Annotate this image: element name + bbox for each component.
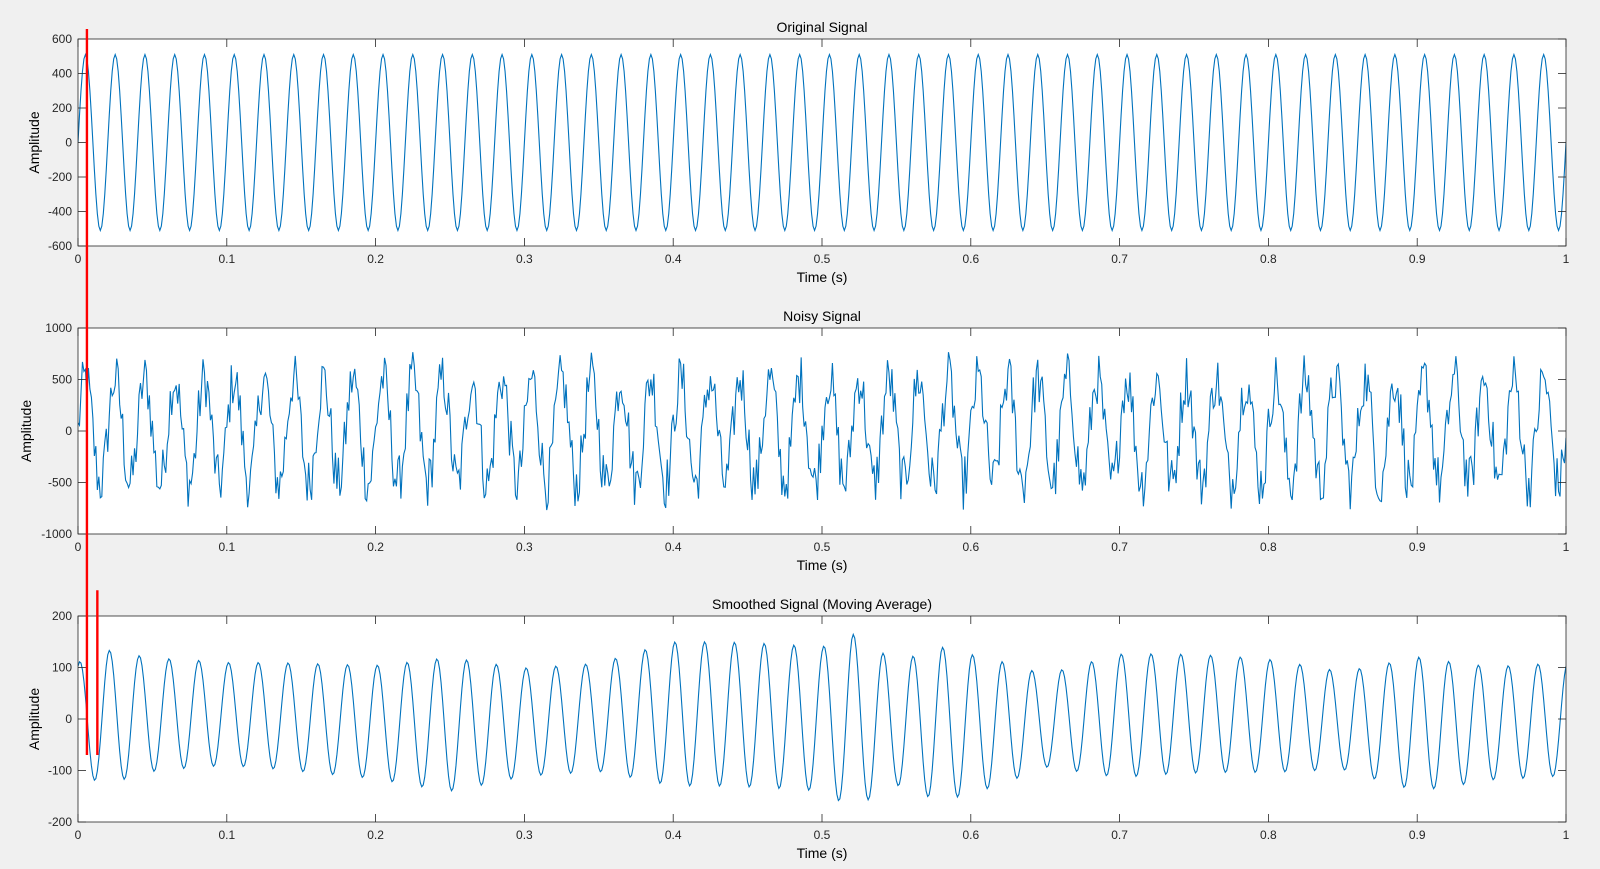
y-tick-label: -1000 — [41, 527, 72, 541]
chart-title: Smoothed Signal (Moving Average) — [712, 596, 932, 612]
x-tick-label: 0.6 — [962, 252, 979, 266]
x-tick-label: 0.7 — [1111, 540, 1128, 554]
y-tick-label: -200 — [48, 170, 72, 184]
y-tick-label: 500 — [52, 373, 72, 387]
x-tick-label: 1 — [1563, 540, 1570, 554]
subplots: 0 0.1 0.2 0.3 0.4 0.5 0.6 0.7 0.8 0.9 1 -600 -400 -20… — [18, 19, 1570, 861]
y-tick-label: 1000 — [45, 321, 72, 335]
x-tick-label: 0.5 — [814, 252, 831, 266]
x-axis-label: Time (s) — [797, 269, 848, 285]
x-tick-label: 0.6 — [962, 828, 979, 842]
x-tick-label: 0 — [75, 828, 82, 842]
series-line-1 — [78, 52, 1566, 233]
y-axis-label: Amplitude — [26, 111, 42, 173]
subplot-2: 0 0.1 0.2 0.3 0.4 0.5 0.6 0.7 0.8 0.9 1 -1000 -500 0 5… — [18, 308, 1570, 573]
y-tick-label: -400 — [48, 205, 72, 219]
x-tick-label: 0.9 — [1409, 252, 1426, 266]
plot-area — [78, 616, 1566, 822]
x-tick-label: 0.9 — [1409, 540, 1426, 554]
x-tick-label: 0.3 — [516, 828, 533, 842]
y-tick-label: 0 — [65, 424, 72, 438]
y-tick-label: 100 — [52, 661, 72, 675]
x-tick-label: 0.5 — [814, 828, 831, 842]
subplot-1: 0 0.1 0.2 0.3 0.4 0.5 0.6 0.7 0.8 0.9 1 -600 -400 -20… — [26, 19, 1570, 285]
x-tick-label: 0.8 — [1260, 828, 1277, 842]
x-axis-label: Time (s) — [797, 557, 848, 573]
y-tick-label: 0 — [65, 136, 72, 150]
chart-title: Noisy Signal — [783, 308, 861, 324]
y-tick-label: -200 — [48, 815, 72, 829]
x-tick-label: 0 — [75, 252, 82, 266]
subplot-3: 0 0.1 0.2 0.3 0.4 0.5 0.6 0.7 0.8 0.9 1 -200 -100 0 10… — [26, 596, 1570, 861]
x-tick-label: 0.7 — [1111, 828, 1128, 842]
series-line-1 — [78, 632, 1566, 802]
x-tick-label: 0.9 — [1409, 828, 1426, 842]
y-tick-label: 400 — [52, 67, 72, 81]
x-tick-label: 0.3 — [516, 252, 533, 266]
y-axis-label: Amplitude — [26, 688, 42, 750]
x-tick-label: 0.2 — [367, 252, 384, 266]
x-axis-label: Time (s) — [797, 845, 848, 861]
x-tick-label: 0 — [75, 540, 82, 554]
x-tick-label: 0.4 — [665, 252, 682, 266]
x-tick-label: 0.1 — [218, 828, 235, 842]
x-tick-label: 0.1 — [218, 540, 235, 554]
chart-title: Original Signal — [776, 19, 867, 35]
x-tick-label: 0.1 — [218, 252, 235, 266]
y-tick-label: 200 — [52, 609, 72, 623]
y-tick-label: 0 — [65, 712, 72, 726]
x-tick-label: 0.3 — [516, 540, 533, 554]
y-tick-label: -500 — [48, 476, 72, 490]
x-tick-label: 0.8 — [1260, 540, 1277, 554]
x-tick-label: 0.5 — [814, 540, 831, 554]
series-line-1 — [78, 352, 1566, 511]
x-tick-label: 0.2 — [367, 828, 384, 842]
y-tick-label: -100 — [48, 764, 72, 778]
x-tick-label: 0.4 — [665, 828, 682, 842]
x-tick-label: 0.7 — [1111, 252, 1128, 266]
annotation-layer — [85, 29, 99, 756]
x-tick-label: 0.2 — [367, 540, 384, 554]
x-tick-label: 0.4 — [665, 540, 682, 554]
x-tick-label: 0.8 — [1260, 252, 1277, 266]
y-tick-label: -600 — [48, 239, 72, 253]
y-tick-label: 600 — [52, 32, 72, 46]
x-tick-label: 1 — [1563, 252, 1570, 266]
x-tick-label: 0.6 — [962, 540, 979, 554]
y-tick-label: 200 — [52, 101, 72, 115]
y-axis-label: Amplitude — [18, 400, 34, 462]
x-tick-label: 1 — [1563, 828, 1570, 842]
